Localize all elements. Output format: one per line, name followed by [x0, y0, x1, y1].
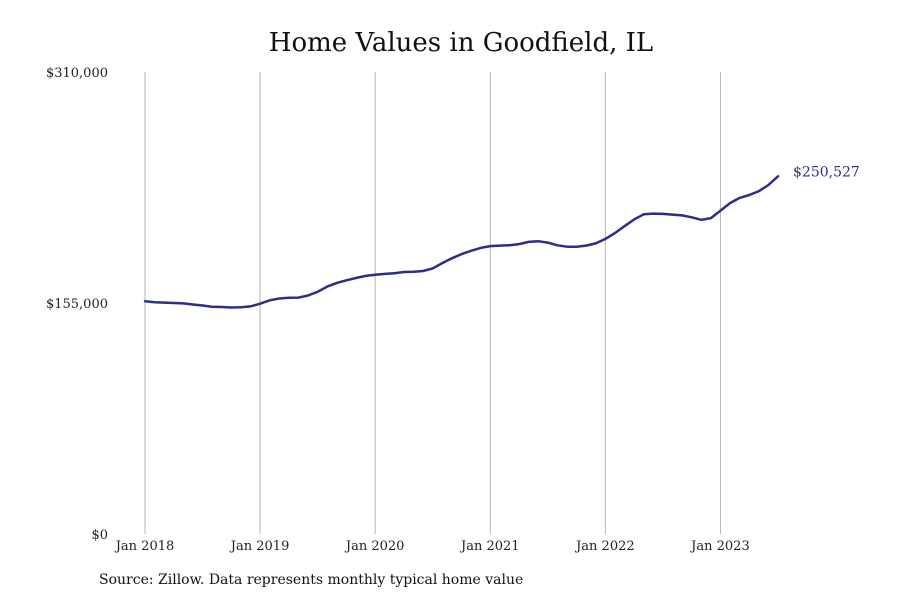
x-tick-label: Jan 2020	[344, 539, 405, 554]
x-tick-label: Jan 2018	[114, 539, 175, 554]
x-tick-label: Jan 2021	[459, 539, 520, 554]
y-axis-tick-labels: $310,000 $155,000 $0	[46, 66, 108, 543]
x-axis-tick-labels: Jan 2018 Jan 2019 Jan 2020 Jan 2021 Jan 2022…	[114, 539, 750, 554]
vertical-grid-lines	[144, 72, 721, 534]
x-tick-label: Jan 2019	[229, 539, 290, 554]
series-line	[143, 175, 780, 309]
y-tick-label: $155,000	[46, 297, 108, 312]
series-group	[143, 175, 780, 309]
source-note: Source: Zillow. Data represents monthly …	[99, 572, 524, 588]
y-tick-label: $0	[91, 528, 108, 543]
end-value-label-group: $250,527	[793, 164, 860, 180]
chart-title: Home Values in Goodfield, IL	[268, 28, 654, 58]
y-tick-label: $310,000	[46, 66, 108, 81]
x-tick-label: Jan 2023	[689, 539, 750, 554]
end-value-label: $250,527	[793, 164, 860, 180]
x-tick-label: Jan 2022	[574, 539, 635, 554]
